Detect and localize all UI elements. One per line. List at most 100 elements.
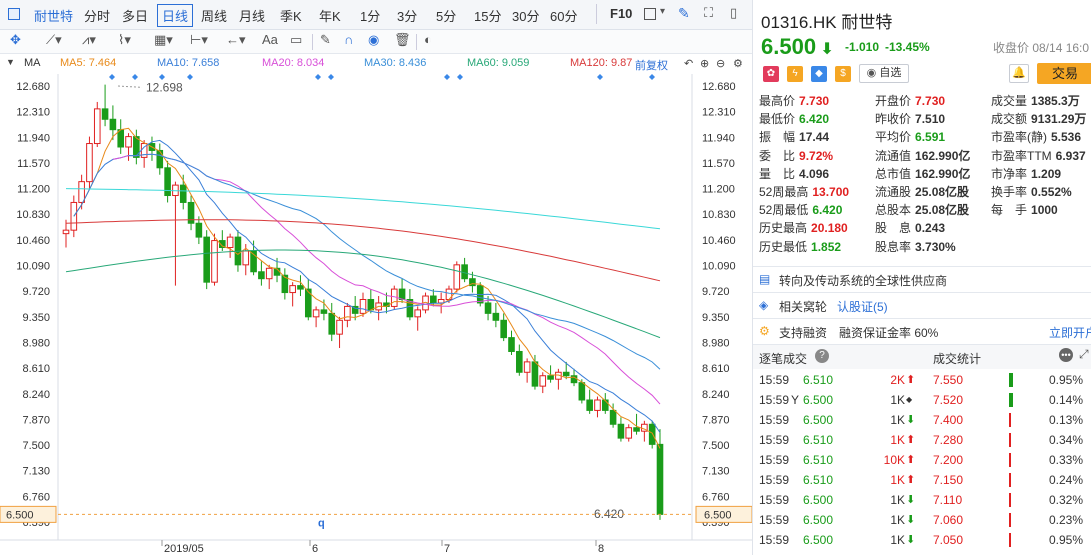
candle-body [461, 264, 468, 280]
trade-volume: 1K [890, 493, 905, 507]
y-tick-label-right: 9.350 [702, 312, 730, 324]
channel-tool-icon[interactable]: ⩘▾ [82, 32, 96, 47]
arrow-tool-icon[interactable]: ←▾ [226, 32, 246, 47]
quote-field: 历史最低 1.852 [759, 238, 841, 255]
collapse-arrow-icon[interactable]: ▼ [6, 57, 15, 67]
event-diamond-icon [132, 74, 138, 80]
kline-svg[interactable]: 12.680 12.680 12.310 12.310 11.940 11.940 11.5… [0, 74, 753, 555]
tab-intraday[interactable]: 分时 [84, 9, 111, 24]
candle-body [117, 129, 125, 148]
event-diamond-icon [649, 74, 655, 80]
candle-body [351, 305, 359, 314]
tab-15min[interactable]: 15分 [474, 9, 502, 24]
news-row[interactable]: ▤ 转向及传动系统的全球性供应商 [753, 266, 1091, 290]
open-account-link[interactable]: 立即开户 [1049, 326, 1091, 340]
trade-time: 15:59 [759, 373, 790, 387]
tab-60min[interactable]: 60分 [550, 9, 578, 24]
tab-monthly[interactable]: 月线 [239, 9, 266, 24]
y-tick-label-right: 7.500 [702, 440, 730, 452]
event-diamond-icon [187, 74, 193, 80]
adjust-mode[interactable]: 前复权 [635, 60, 668, 72]
quote-field-value: 1000 [1031, 203, 1058, 218]
candle-body [531, 361, 539, 387]
chevron-down-icon[interactable]: ▾ [660, 6, 666, 17]
y-tick-label-left: 12.310 [16, 107, 50, 119]
warrant-link[interactable]: 认股证(5) [837, 300, 888, 314]
gear-icon[interactable]: ⚙ [733, 58, 743, 70]
tab-1min[interactable]: 1分 [360, 9, 381, 24]
quote-field: 历史最高 20.180 [759, 219, 848, 236]
wave-tool-icon[interactable]: ⌇▾ [118, 32, 131, 47]
quote-field-value: 25.08亿股 [915, 203, 970, 218]
divider [596, 4, 597, 24]
line-tool-icon[interactable]: ⟋▾ [46, 32, 62, 47]
quote-field: 市净率 1.209 [991, 165, 1061, 182]
expand-icon[interactable]: ⤢ [1079, 347, 1089, 361]
panel-toggle-icon[interactable] [8, 8, 20, 20]
fullscreen-icon[interactable]: ⛶ [704, 5, 714, 20]
trade-row: 15:59 6.510 2K ⬆ 7.550 0.95% [753, 370, 1091, 390]
quote-field: 量 比 4.096 [759, 165, 829, 182]
ma-label[interactable]: MA [24, 57, 41, 69]
candle-body [633, 427, 640, 432]
help-icon[interactable]: ? [815, 349, 829, 363]
trade-flag: Y [791, 393, 800, 407]
chart-type-icon[interactable] [644, 8, 656, 20]
tag-icon[interactable]: ◆ [811, 66, 827, 82]
collapse-icon[interactable]: ▯ [730, 5, 738, 20]
minus-icon[interactable]: ⊖ [716, 58, 726, 70]
x-tick-label: 6 [312, 543, 318, 555]
news-text[interactable]: 转向及传动系统的全球性供应商 [779, 274, 948, 288]
price-tag-right-text: 6.500 [704, 509, 732, 521]
quote-field-value: 6.591 [915, 130, 946, 145]
undo-icon[interactable]: ↶ [684, 58, 694, 70]
trash-icon[interactable]: 🗑 [394, 32, 411, 47]
lightning-icon[interactable]: ϟ [787, 66, 803, 82]
down-arrow-icon: ⬇ [906, 494, 916, 506]
quote-field-value: 9131.29万 [1031, 112, 1087, 127]
tab-yearly[interactable]: 年K [319, 9, 341, 24]
kline-chart[interactable]: 12.680 12.680 12.310 12.310 11.940 11.940 11.5… [0, 74, 753, 555]
text-tool-icon[interactable]: Aa [262, 32, 278, 47]
candle-body [398, 288, 406, 300]
draw-pen-icon[interactable]: ✎ [678, 5, 690, 21]
eye-icon[interactable]: ◉ [368, 32, 380, 47]
quote-field: 平均价 6.591 [875, 128, 945, 145]
candle-body [492, 312, 500, 321]
tab-3min[interactable]: 3分 [397, 9, 418, 24]
candle-body [359, 298, 367, 314]
range-tool-icon[interactable]: ⊢▾ [190, 32, 208, 47]
toggle-icon[interactable]: ◐ [424, 32, 432, 47]
stat-pct: 0.14% [1049, 393, 1084, 407]
fibonacci-tool-icon[interactable]: ▦▾ [154, 32, 173, 47]
candle-body [469, 278, 476, 287]
y-tick-label-left: 7.870 [22, 414, 50, 426]
tab-30min[interactable]: 30分 [512, 9, 540, 24]
trade-button[interactable]: 交易 [1037, 63, 1091, 84]
magnet-icon[interactable]: ∩ [344, 32, 354, 47]
tab-daily[interactable]: 日线 [157, 4, 194, 27]
price-change: -1.010 [845, 40, 880, 54]
candle-body [562, 371, 570, 377]
bell-icon[interactable]: 🔔 [1009, 64, 1029, 83]
trade-row: 15:59 6.510 1K ⬆ 7.280 0.34% [753, 430, 1091, 450]
y-tick-label-right: 10.090 [702, 261, 736, 273]
tab-weekly[interactable]: 周线 [201, 9, 228, 24]
quote-field-label: 股 息 [875, 221, 912, 236]
dollar-icon[interactable]: $ [835, 66, 851, 82]
tab-multiday[interactable]: 多日 [122, 9, 149, 24]
quote-field-label: 成交量 [991, 94, 1028, 108]
trade-time: 15:59 [759, 493, 790, 507]
more-icon[interactable]: ••• [1059, 348, 1073, 362]
f10-button[interactable]: F10 [610, 6, 633, 21]
pencil-icon[interactable]: ✎ [320, 32, 331, 47]
add-watchlist-button[interactable]: ◉ 自选 [859, 64, 909, 83]
tab-5min[interactable]: 5分 [436, 9, 457, 24]
note-tool-icon[interactable]: ▭ [290, 32, 303, 47]
move-cross-icon[interactable]: ✥ [10, 32, 21, 47]
price-tag-left-text: 6.500 [6, 509, 34, 521]
stock-name-tab[interactable]: 耐世特 [34, 9, 74, 24]
plus-icon[interactable]: ⊕ [700, 58, 710, 70]
trade-volume: 1K [890, 473, 905, 487]
tab-quarterly[interactable]: 季K [280, 9, 302, 24]
